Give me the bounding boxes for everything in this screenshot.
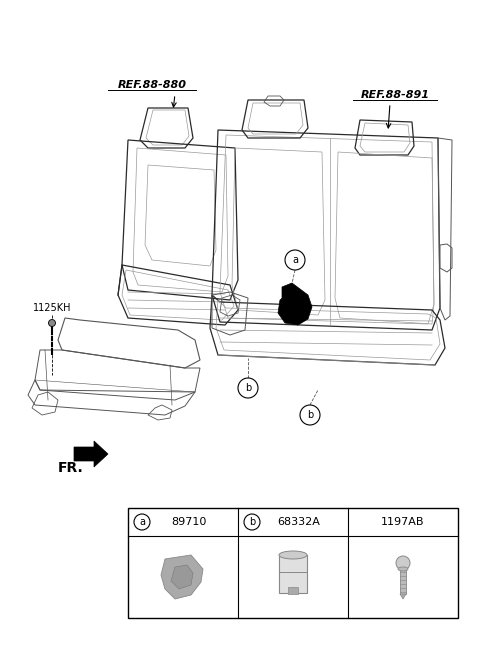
Polygon shape: [161, 555, 203, 599]
Text: 1197AB: 1197AB: [381, 517, 425, 527]
Circle shape: [396, 556, 410, 570]
Bar: [279, 555, 307, 593]
Circle shape: [134, 514, 150, 530]
Text: a: a: [139, 517, 145, 527]
Text: REF.88-891: REF.88-891: [360, 90, 430, 100]
Ellipse shape: [398, 567, 408, 571]
Text: FR.: FR.: [58, 461, 84, 475]
Circle shape: [48, 319, 56, 327]
Ellipse shape: [279, 551, 307, 559]
Text: b: b: [307, 410, 313, 420]
Circle shape: [300, 405, 320, 425]
Bar: [128, 508, 458, 618]
Text: REF.88-880: REF.88-880: [118, 80, 187, 90]
Bar: [288, 587, 298, 594]
Bar: [400, 569, 406, 594]
Text: 68332A: 68332A: [277, 517, 320, 527]
Circle shape: [238, 378, 258, 398]
Text: a: a: [292, 255, 298, 265]
Polygon shape: [171, 565, 193, 589]
Circle shape: [244, 514, 260, 530]
Text: 89710: 89710: [171, 517, 206, 527]
Text: b: b: [245, 383, 251, 393]
Circle shape: [285, 250, 305, 270]
Polygon shape: [74, 441, 108, 467]
Text: 1125KH: 1125KH: [33, 303, 71, 313]
Text: b: b: [249, 517, 255, 527]
Polygon shape: [400, 594, 406, 599]
Polygon shape: [278, 283, 312, 325]
